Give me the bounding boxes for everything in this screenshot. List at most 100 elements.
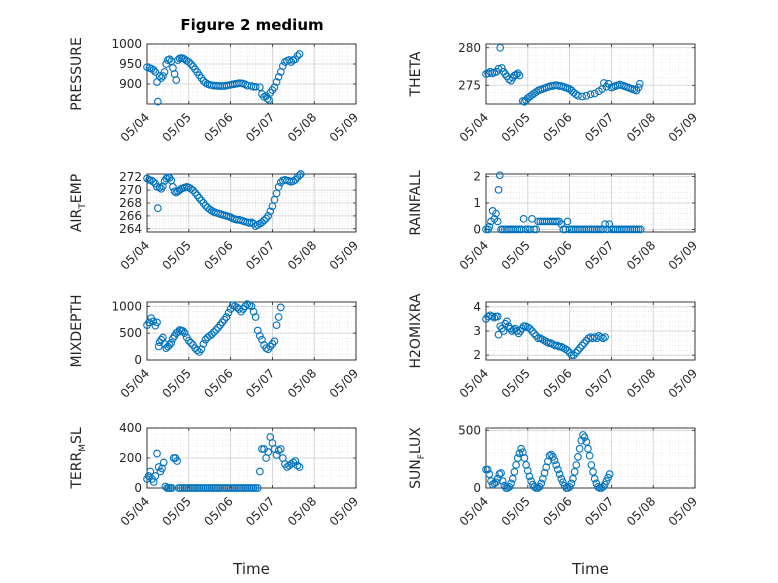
data-point xyxy=(201,335,210,344)
theta-axes: 05/04 05/05 05/06 05/07 05/08 05/09 275 280 THET… xyxy=(408,41,700,145)
data-point xyxy=(272,321,281,329)
y-tick-label: 272 xyxy=(119,170,142,184)
x-tick-label: 05/09 xyxy=(327,238,361,272)
data-point xyxy=(590,89,599,98)
data-point xyxy=(580,339,589,347)
data-point xyxy=(149,177,158,186)
data-point xyxy=(557,220,566,228)
x-tick-label: 05/05 xyxy=(160,110,194,144)
data-point xyxy=(550,456,559,465)
data-point xyxy=(201,201,210,210)
data-point xyxy=(485,222,494,231)
data-point xyxy=(251,222,260,231)
data-point xyxy=(270,83,279,92)
x-tick-label: 05/07 xyxy=(243,238,277,272)
data-point xyxy=(532,331,541,340)
data-point xyxy=(595,225,603,234)
data-point xyxy=(515,449,524,458)
h2omixra-axes: 05/04 05/05 05/06 05/07 05/08 05/09 2 3 4 H2OMIXR… xyxy=(408,293,700,400)
data-point xyxy=(521,225,530,234)
y-tick-label: 1000 xyxy=(111,37,142,51)
rainfall-ylabel: RAINFALL xyxy=(408,170,424,235)
y-tick-label: 3 xyxy=(473,324,481,338)
x-tick-label: 05/09 xyxy=(666,366,700,400)
terrmsl-axes-box xyxy=(146,427,357,489)
data-point xyxy=(563,346,572,355)
x-tick-label: 05/09 xyxy=(666,110,700,144)
terrmsl-series xyxy=(143,433,304,492)
mixdepth-axes: 05/04 05/05 05/06 05/07 05/08 05/09 0 500 1000 MI… xyxy=(69,295,361,401)
data-point xyxy=(256,331,264,340)
data-point xyxy=(505,75,513,84)
data-point xyxy=(512,461,520,469)
data-point xyxy=(492,209,500,218)
y-tick-label: 400 xyxy=(119,421,142,435)
data-point xyxy=(165,341,174,349)
data-point xyxy=(263,94,272,103)
x-tick-label: 05/04 xyxy=(457,494,491,528)
data-point xyxy=(279,62,287,70)
data-point xyxy=(266,207,275,216)
data-point xyxy=(605,470,614,479)
x-tick-label: 05/08 xyxy=(624,110,658,144)
data-point xyxy=(634,83,643,92)
x-tick-label: 05/05 xyxy=(499,110,533,144)
data-point xyxy=(159,458,168,467)
x-tick-label: 05/04 xyxy=(118,366,152,400)
data-point xyxy=(162,174,171,183)
data-point xyxy=(554,465,562,474)
data-point xyxy=(497,469,505,477)
data-point xyxy=(567,86,576,95)
h2omixra-series xyxy=(482,311,609,360)
data-point xyxy=(293,52,302,60)
x-tick-label: 05/07 xyxy=(582,366,616,400)
data-point xyxy=(498,64,506,72)
data-point xyxy=(567,351,576,360)
data-point xyxy=(512,70,520,79)
data-point xyxy=(528,214,536,223)
y-tick-label: 2 xyxy=(473,170,481,184)
data-point xyxy=(289,177,298,185)
x-tick-label: 05/05 xyxy=(160,366,194,400)
x-tick-label: 05/06 xyxy=(201,110,235,144)
y-tick-label: 2 xyxy=(473,348,481,362)
x-tick-label: 05/04 xyxy=(457,238,491,272)
data-point xyxy=(187,338,195,347)
y-tick-label: 900 xyxy=(119,77,142,91)
pressure-axes: 05/04 05/05 05/06 05/07 05/08 05/09 900 950 1000… xyxy=(69,37,361,145)
x-tick-label: 05/04 xyxy=(118,110,152,144)
data-point xyxy=(575,444,584,453)
sunflux-axes: 05/04 05/05 05/06 05/07 05/08 05/09 0 500 SUNFLU… xyxy=(408,423,700,578)
data-point xyxy=(490,313,499,322)
y-tick-label: 500 xyxy=(458,423,481,437)
figure-title: Figure 2 medium xyxy=(180,16,323,34)
sunflux-series xyxy=(482,431,614,492)
data-point xyxy=(146,467,155,476)
x-tick-label: 05/07 xyxy=(243,494,277,528)
data-point xyxy=(172,76,181,84)
data-point xyxy=(578,341,586,350)
data-point xyxy=(145,318,153,327)
y-tick-label: 1 xyxy=(473,196,481,210)
data-point xyxy=(260,216,268,225)
sunflux-plot-area xyxy=(486,428,695,488)
y-tick-label: 0 xyxy=(134,481,142,495)
data-point xyxy=(149,317,158,326)
y-tick-label: 0 xyxy=(473,222,481,236)
x-tick-label: 05/07 xyxy=(582,494,616,528)
data-point xyxy=(205,205,214,214)
data-point xyxy=(159,72,167,80)
data-point xyxy=(199,340,208,348)
data-point xyxy=(582,91,591,100)
data-point xyxy=(493,217,502,226)
pressure-plot-area xyxy=(147,44,356,104)
data-point xyxy=(496,43,505,52)
x-tick-label: 05/05 xyxy=(499,494,533,528)
data-point xyxy=(149,66,158,74)
data-point xyxy=(530,329,538,338)
data-point xyxy=(580,433,589,442)
data-point xyxy=(537,479,546,488)
data-point xyxy=(253,221,262,229)
data-point xyxy=(570,467,579,476)
data-point xyxy=(187,184,195,193)
